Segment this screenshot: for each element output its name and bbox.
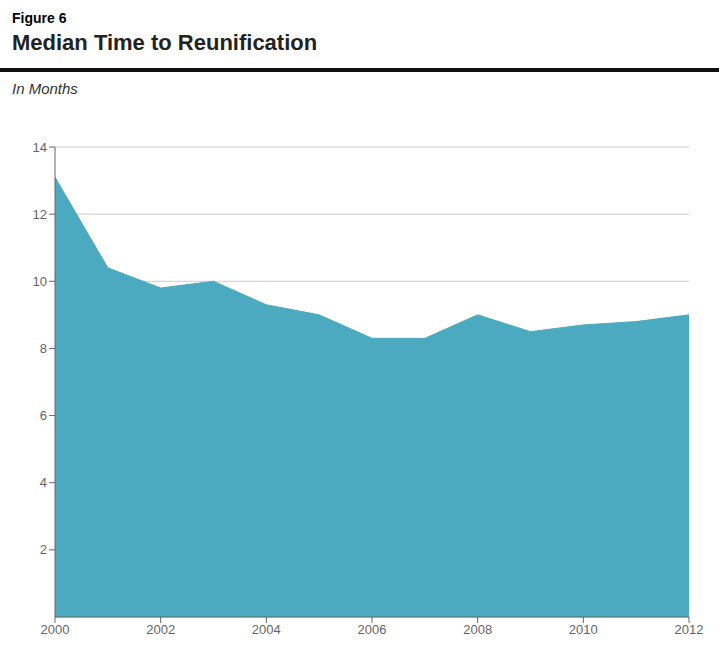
svg-text:2012: 2012 — [675, 622, 704, 637]
svg-text:2004: 2004 — [252, 622, 281, 637]
svg-text:2: 2 — [40, 542, 47, 557]
svg-text:12: 12 — [33, 207, 47, 222]
html-text:Figure 6: Figure 6 — [12, 10, 67, 26]
svg-text:14: 14 — [33, 140, 47, 155]
svg-text:10: 10 — [33, 274, 47, 289]
html-text:In Months: In Months — [12, 80, 78, 97]
svg-text:2002: 2002 — [146, 622, 175, 637]
svg-text:2006: 2006 — [358, 622, 387, 637]
svg-text:8: 8 — [40, 341, 47, 356]
svg-text:2010: 2010 — [569, 622, 598, 637]
svg-text:2000: 2000 — [41, 622, 70, 637]
svg-text:4: 4 — [40, 475, 47, 490]
svg-text:2008: 2008 — [463, 622, 492, 637]
svg-text:6: 6 — [40, 408, 47, 423]
html-text:Median Time to Reunification: Median Time to Reunification — [12, 30, 318, 55]
